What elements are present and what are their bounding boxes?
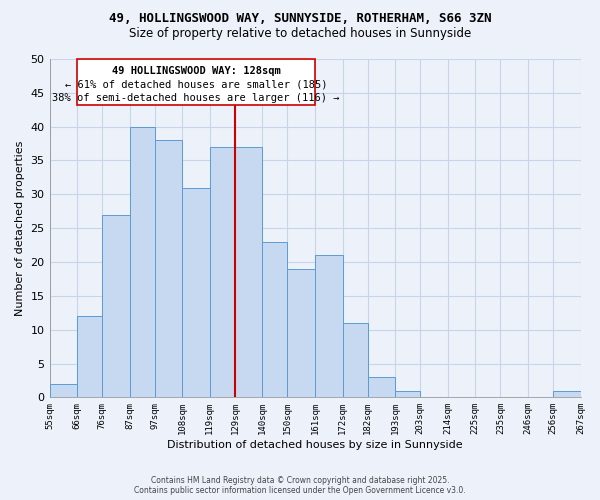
Text: 49, HOLLINGSWOOD WAY, SUNNYSIDE, ROTHERHAM, S66 3ZN: 49, HOLLINGSWOOD WAY, SUNNYSIDE, ROTHERH…: [109, 12, 491, 26]
Text: Contains HM Land Registry data © Crown copyright and database right 2025.
Contai: Contains HM Land Registry data © Crown c…: [134, 476, 466, 495]
Bar: [553, 390, 581, 398]
Bar: [262, 242, 287, 398]
Text: Size of property relative to detached houses in Sunnyside: Size of property relative to detached ho…: [129, 28, 471, 40]
Bar: [102, 214, 130, 398]
Y-axis label: Number of detached properties: Number of detached properties: [15, 140, 25, 316]
Bar: [315, 255, 343, 398]
Bar: [235, 147, 262, 398]
Bar: [210, 147, 235, 398]
Bar: [287, 269, 315, 398]
Bar: [130, 126, 155, 398]
Bar: [50, 384, 77, 398]
FancyBboxPatch shape: [77, 59, 315, 105]
Bar: [182, 188, 210, 398]
Bar: [395, 390, 420, 398]
Text: ← 61% of detached houses are smaller (185): ← 61% of detached houses are smaller (18…: [65, 80, 328, 90]
Text: 49 HOLLINGSWOOD WAY: 128sqm: 49 HOLLINGSWOOD WAY: 128sqm: [112, 66, 280, 76]
Bar: [77, 316, 102, 398]
Text: 38% of semi-detached houses are larger (116) →: 38% of semi-detached houses are larger (…: [52, 93, 340, 103]
Bar: [343, 323, 368, 398]
Bar: [368, 377, 395, 398]
X-axis label: Distribution of detached houses by size in Sunnyside: Distribution of detached houses by size …: [167, 440, 463, 450]
Bar: [155, 140, 182, 398]
